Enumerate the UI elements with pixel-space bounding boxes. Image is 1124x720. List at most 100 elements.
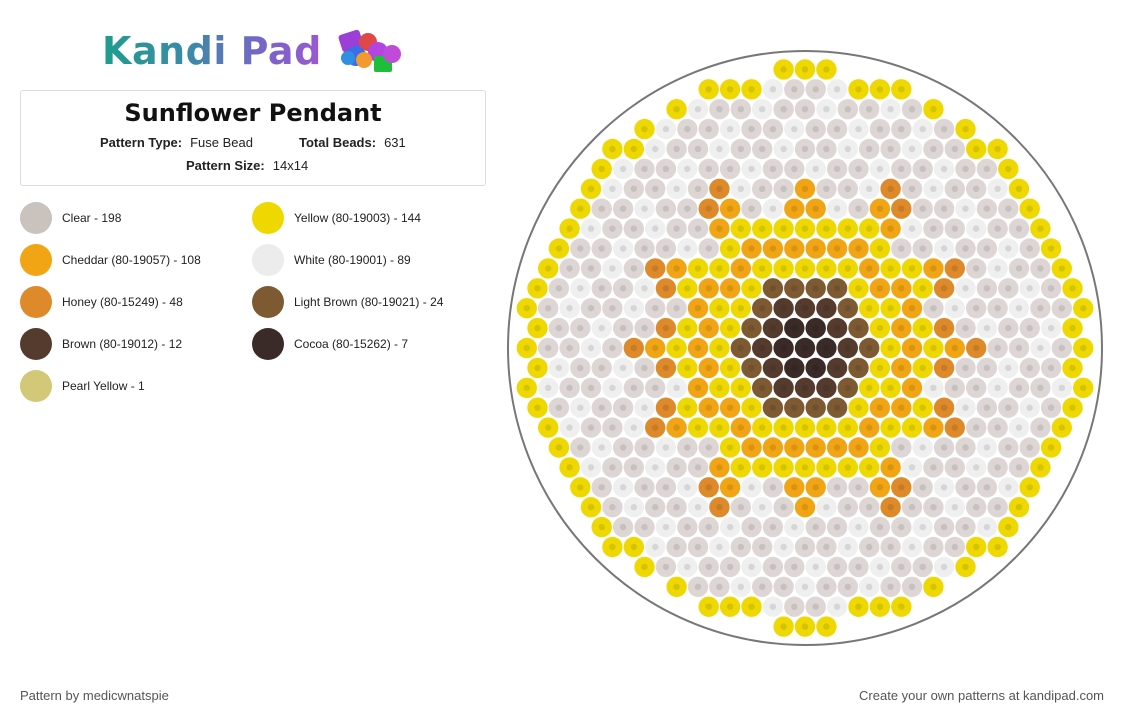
bead <box>955 397 976 418</box>
bead-hole <box>759 543 766 551</box>
bead-hole <box>1058 344 1065 352</box>
bead <box>687 99 709 120</box>
bead <box>773 178 794 199</box>
logo-text: Kandi Pad <box>102 29 322 73</box>
bead <box>719 118 741 140</box>
bead-hole <box>823 185 830 192</box>
bead <box>1073 298 1094 319</box>
bead <box>998 437 1019 458</box>
bead <box>880 218 901 239</box>
bead <box>677 477 698 498</box>
bead <box>784 198 805 219</box>
bead <box>923 298 944 319</box>
bead-hole <box>951 265 958 272</box>
bead-hole <box>716 504 723 511</box>
bead-hole <box>994 344 1001 352</box>
bead <box>901 377 923 398</box>
bead <box>1062 357 1083 379</box>
bead <box>784 596 805 617</box>
bead <box>869 158 891 180</box>
bead-hole <box>823 305 830 312</box>
bead <box>741 317 762 339</box>
bead-hole <box>844 504 851 511</box>
bead <box>955 198 976 219</box>
bead-hole <box>630 265 637 272</box>
bead-hole <box>652 344 659 352</box>
bead <box>933 317 955 339</box>
bead-hole <box>855 563 862 571</box>
bead-hole <box>726 523 734 531</box>
bead <box>891 158 912 180</box>
legend-item-white: White (80-19001) - 89 <box>252 244 411 276</box>
bead-hole <box>887 583 894 590</box>
create-patterns-link[interactable]: Create your own patterns at kandipad.com <box>859 688 1104 703</box>
bead <box>548 317 570 339</box>
kandipad-logo[interactable]: Kandi Pad <box>102 28 406 74</box>
pattern-author[interactable]: Pattern by medicwnatspie <box>20 688 169 703</box>
bead-hole <box>769 245 777 252</box>
bead <box>773 337 794 359</box>
bead-hole <box>630 145 637 153</box>
bead <box>698 556 719 578</box>
bead-hole <box>641 364 648 372</box>
bead <box>730 377 751 398</box>
bead-hole <box>812 324 819 332</box>
bead <box>612 317 634 339</box>
bead <box>859 218 880 239</box>
bead-hole <box>1037 344 1044 352</box>
bead <box>623 337 644 359</box>
bead-hole <box>577 444 584 451</box>
bead-hole <box>833 484 841 491</box>
bead <box>891 477 912 498</box>
color-swatch <box>20 370 52 402</box>
legend-item-light-brown: Light Brown (80-19021) - 24 <box>252 286 443 318</box>
bead-hole <box>780 504 787 511</box>
bead-hole <box>973 145 980 153</box>
bead <box>612 437 634 458</box>
bead <box>752 258 773 279</box>
bead-hole <box>1005 404 1012 411</box>
bead <box>773 576 794 597</box>
legend-label: Clear - 198 <box>62 211 122 225</box>
bead-hole <box>748 364 755 372</box>
bead <box>687 377 709 398</box>
bead-hole <box>866 424 873 431</box>
bead <box>752 497 773 518</box>
bead <box>719 278 741 299</box>
bead-hole <box>973 424 980 431</box>
bead <box>837 457 858 478</box>
bead-hole <box>555 245 563 252</box>
bead-hole <box>973 344 980 352</box>
bead <box>794 337 816 359</box>
bead <box>570 278 591 299</box>
bead <box>655 158 677 180</box>
bead <box>666 536 687 558</box>
bead-hole <box>791 563 798 571</box>
bead-hole <box>898 205 905 212</box>
bead-hole <box>748 404 755 411</box>
bead <box>762 596 784 617</box>
bead-hole <box>652 225 659 232</box>
bead-hole <box>726 205 734 212</box>
bead-hole <box>555 364 563 372</box>
bead <box>891 556 912 578</box>
bead <box>762 437 784 458</box>
bead-hole <box>577 404 584 411</box>
bead <box>859 99 880 120</box>
bead-hole <box>887 344 894 352</box>
bead-hole <box>1026 364 1033 372</box>
color-swatch <box>20 244 52 276</box>
bead-hole <box>662 484 670 491</box>
bead-hole <box>641 205 648 212</box>
bead <box>794 536 816 558</box>
bead <box>655 397 677 418</box>
bead <box>826 317 848 339</box>
bead-hole <box>951 344 958 352</box>
bead-hole <box>1058 305 1065 312</box>
bead <box>762 477 784 498</box>
bead-hole <box>983 404 991 411</box>
bead <box>944 218 965 239</box>
bead-hole <box>812 404 819 411</box>
bead-hole <box>1069 404 1076 411</box>
bead <box>623 457 644 478</box>
